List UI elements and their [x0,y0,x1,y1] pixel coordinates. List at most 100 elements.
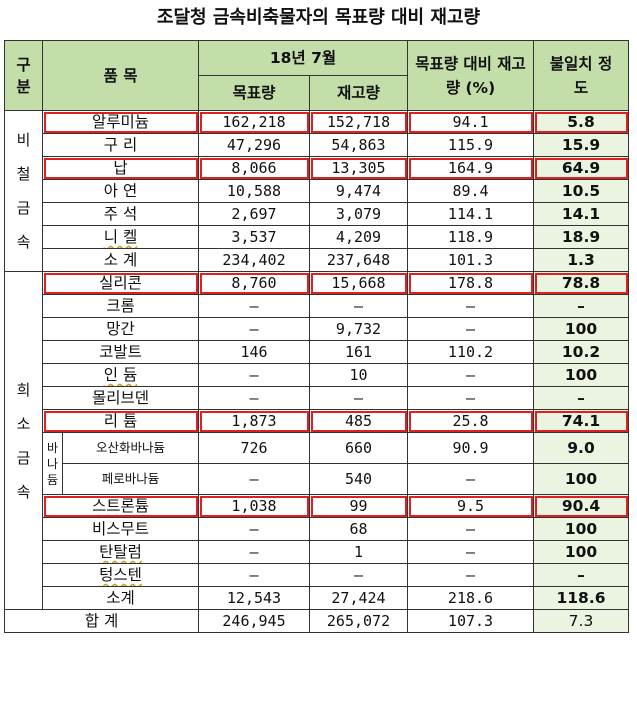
ratio-value: 89.4 [407,179,534,203]
ratio-value: – [407,517,534,541]
item-name: 리 튬 [42,409,199,433]
target-value: 10,588 [198,179,310,203]
table-row: 비철금속 알루미늄 162,218 152,718 94.1 5.8 [4,110,629,272]
table-row: 아 연 10,588 9,474 89.4 10.5 [5,179,629,203]
stock-value: 99 [309,494,408,518]
table-row: 코발트 146 161 110.2 10.2 [5,340,629,364]
ratio-value: 164.9 [407,156,534,180]
diff-value: 1.3 [533,248,629,272]
diff-value: 10.2 [533,340,629,364]
diff-value: 9.0 [533,432,629,464]
stock-value: – [309,386,408,410]
stock-value: 485 [309,409,408,433]
stock-value: 3,079 [309,202,408,226]
group-vanadium-label: 바나듐 [46,440,59,487]
item-name: 망간 [42,317,199,341]
diff-value: – [533,294,629,318]
target-value: 162,218 [198,110,310,134]
ratio-value: – [407,386,534,410]
stock-value: 68 [309,517,408,541]
item-name-text: 인 듐 [103,366,138,384]
target-value: – [198,386,310,410]
stock-value: 161 [309,340,408,364]
ratio-value: 110.2 [407,340,534,364]
group-ferrous-label: 비철금속 [16,131,31,251]
item-name-text: 탄탈럼 [99,543,142,561]
target-value: – [198,294,310,318]
total-ratio: 107.3 [407,609,534,633]
ratio-value: 114.1 [407,202,534,226]
stock-value: 1 [309,540,408,564]
stock-value: 54,863 [309,133,408,157]
table-row: 납 8,066 13,305 164.9 64.9 [5,156,629,180]
diff-value: 100 [533,363,629,387]
stock-value: – [309,294,408,318]
target-value: 47,296 [198,133,310,157]
item-name: 알루미늄 [42,110,199,134]
ratio-value: 218.6 [407,586,534,610]
target-value: – [198,363,310,387]
target-value: – [198,563,310,587]
stock-value: 9,732 [309,317,408,341]
total-label: 합 계 [4,609,199,633]
item-name: 니 켈 [42,225,199,249]
stock-value: 540 [309,463,408,495]
table-row: 크롬 – – – – [5,294,629,318]
total-diff: 7.3 [533,609,629,633]
target-value: 12,543 [198,586,310,610]
item-name: 몰리브덴 [42,386,199,410]
group-rare-label: 희소금속 [16,380,31,501]
item-name: 비스무트 [42,517,199,541]
item-name: 탄탈럼 [42,540,199,564]
item-name: 인 듐 [42,363,199,387]
diff-value: 10.5 [533,179,629,203]
diff-value: 100 [533,317,629,341]
ratio-value: 25.8 [407,409,534,433]
target-value: – [198,540,310,564]
table-row: 비스무트 – 68 – 100 [5,517,629,541]
stock-value: 152,718 [309,110,408,134]
item-name: 아 연 [42,179,199,203]
total-row: 합 계 246,945 265,072 107.3 7.3 [4,609,629,633]
table-row: 소계 12,543 27,424 218.6 118.6 [5,586,629,610]
target-value: – [198,463,310,495]
item-name-text: 니 켈 [103,228,138,246]
diff-value: 64.9 [533,156,629,180]
diff-value: 100 [533,540,629,564]
item-name: 텅스텐 [42,563,199,587]
total-target: 246,945 [198,609,310,633]
target-value: 1,873 [198,409,310,433]
header-period: 18년 7월 [198,40,408,76]
item-name: 주 석 [42,202,199,226]
item-name-text: 리 튬 [103,412,138,430]
target-value: 2,697 [198,202,310,226]
total-stock: 265,072 [309,609,408,633]
table-row: 스트론튬 1,038 99 9.5 90.4 [5,494,629,518]
table-row: 바나듐 오산화바나듐 726 660 90.9 9.0 [5,432,629,495]
item-name: 오산화바나듐 [62,432,199,464]
ratio-value: – [407,363,534,387]
group-vanadium: 바나듐 [42,432,63,495]
ratio-value: 9.5 [407,494,534,518]
table-title: 조달청 금속비축물자의 목표량 대비 재고량 [156,7,481,28]
stock-value: 10 [309,363,408,387]
item-name-text: 텅스텐 [99,566,142,584]
diff-value: 15.9 [533,133,629,157]
table-row: 니 켈 3,537 4,209 118.9 18.9 [5,225,629,249]
diff-value: 90.4 [533,494,629,518]
ratio-value: 94.1 [407,110,534,134]
stock-value: 237,648 [309,248,408,272]
table-row: 페로바나듐 – 540 – 100 [5,463,629,495]
item-name: 소계 [42,586,199,610]
target-value: 8,066 [198,156,310,180]
header-category-label: 구분 [16,55,31,96]
table-row: 소 계 234,402 237,648 101.3 1.3 [5,248,629,272]
target-value: 726 [198,432,310,464]
table-row: 탄탈럼 – 1 – 100 [5,540,629,564]
stock-value: – [309,563,408,587]
diff-value: – [533,563,629,587]
table-row: 인 듐 – 10 – 100 [5,363,629,387]
diff-value: 14.1 [533,202,629,226]
ratio-value: 178.8 [407,271,534,295]
group-ferrous: 비철금속 [4,110,43,272]
